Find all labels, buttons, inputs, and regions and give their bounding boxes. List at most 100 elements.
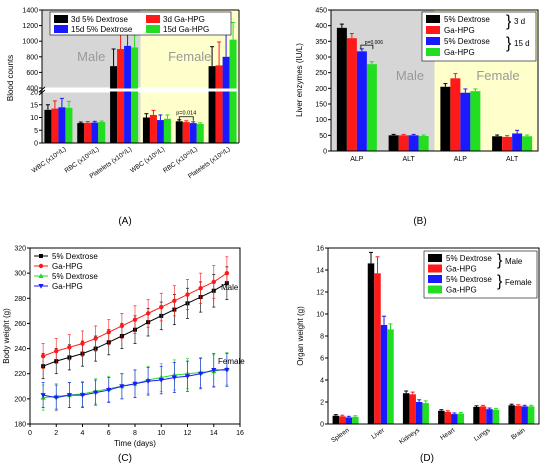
legend-marker: [39, 254, 43, 258]
y-tick-label: 100: [315, 117, 327, 124]
bar-black-1: [77, 123, 85, 143]
x-tick-label: 2: [54, 430, 58, 437]
marker-circle: [132, 317, 138, 322]
y-tick-label: 50: [319, 133, 327, 140]
x-tick-label: Brain: [510, 427, 527, 442]
marker-triangle-down: [132, 381, 138, 387]
legend-label: 15d 5% Dextrose: [71, 25, 133, 34]
marker-circle: [67, 345, 72, 350]
marker-circle: [106, 330, 111, 335]
marker-circle: [40, 353, 46, 359]
y-tick-label: 5: [34, 128, 38, 135]
y-tick-label: 0: [34, 141, 38, 148]
legend-box: [49, 11, 232, 36]
legend-brace: }: [506, 35, 512, 52]
bar-green-5: [527, 406, 535, 424]
x-tick-label: ALT: [506, 156, 519, 163]
y-tick-label: 300: [315, 55, 327, 62]
marker-triangle-down: [198, 371, 204, 377]
y-tick-label: 1200: [22, 23, 38, 30]
p-value-annotation: p=0.014: [176, 111, 196, 117]
y-axis-label: Organ weight (g): [296, 306, 305, 366]
x-tick-label: 0: [28, 430, 32, 437]
x-tick-label: WBC (x10⁹/L): [31, 146, 68, 175]
marker-circle: [80, 341, 85, 346]
y-axis-label: Body weight (g): [2, 308, 11, 364]
bar-black-3: [438, 410, 445, 424]
marker-circle: [145, 311, 151, 316]
bar-blue-1: [91, 122, 99, 143]
significance-bracket: [178, 116, 194, 121]
y-tick-label: 250: [315, 70, 327, 77]
y-tick-label: 320: [14, 246, 26, 253]
y-tick-label: 150: [315, 102, 327, 109]
marker-triangle-down: [53, 395, 59, 401]
x-tick-label: Lungs: [473, 426, 492, 442]
x-tick-label: ALT: [402, 156, 415, 163]
x-tick-label: Liver: [370, 426, 386, 440]
x-tick-label: 12: [184, 430, 192, 437]
marker-triangle-down: [106, 388, 112, 393]
y-tick-label: 400: [26, 86, 38, 93]
bar-red-3: [502, 136, 513, 151]
y-tick-label: 450: [315, 8, 327, 15]
y-tick-label: 200: [315, 86, 327, 93]
y-tick-label: 200: [14, 396, 26, 403]
y-tick-label: 12: [316, 290, 324, 297]
x-tick-label: ALP: [350, 156, 364, 163]
bar-blue-1: [408, 135, 419, 151]
legend-swatch-blue: [428, 275, 442, 283]
bar-green-0: [366, 64, 377, 151]
legend-group-label: 15 d: [514, 39, 530, 48]
y-tick-label: 15: [30, 102, 38, 109]
y-tick-label: 600: [26, 70, 38, 77]
y-tick-label: 8: [320, 334, 324, 341]
x-tick-label: Spleen: [330, 427, 351, 445]
bar-blue-0: [356, 51, 367, 151]
marker-circle: [119, 323, 125, 329]
bar-black-5: [208, 66, 216, 143]
marker-triangle-down: [66, 393, 72, 398]
marker-triangle-down: [184, 374, 191, 380]
bar-red-0: [339, 416, 346, 424]
marker-triangle-down: [211, 367, 217, 373]
x-tick-label: 14: [210, 430, 218, 437]
panel-label-c: (C): [118, 453, 132, 464]
y-tick-label: 0: [323, 149, 327, 156]
y-tick-label: 1000: [22, 39, 38, 46]
y-tick-label: 260: [14, 321, 26, 328]
legend-label: 3d Ga-HPG: [163, 15, 205, 24]
annotation-female: Female: [218, 357, 245, 366]
x-tick-label: 4: [81, 430, 85, 437]
bar-black-2: [402, 393, 410, 424]
legend-label: 3d 5% Dextrose: [71, 15, 128, 24]
annotation-male: Male: [221, 283, 239, 292]
bar-red-3: [149, 114, 157, 143]
x-tick-label: Kidneys: [398, 426, 422, 445]
y-tick-label: 2: [320, 400, 324, 407]
y-axis-label: Liver enzymes (IU/L): [295, 43, 304, 117]
marker-circle: [159, 304, 164, 310]
bar-green-1: [98, 122, 106, 143]
legend-label: 5% Dextrose: [52, 272, 98, 281]
bar-blue-0: [58, 107, 66, 143]
legend-swatch-red: [426, 26, 440, 34]
legend-label: 5% Dextrose: [444, 37, 490, 46]
x-tick-label: WBC (x10⁹/L): [129, 146, 166, 175]
bar-blue-0: [345, 417, 353, 424]
panel-label-b: (B): [413, 216, 426, 227]
legend-group-label: 3 d: [514, 17, 525, 26]
legend-brace: }: [506, 13, 512, 30]
marker-circle: [198, 286, 203, 291]
marker-circle: [172, 298, 177, 303]
x-tick-label: 10: [157, 430, 165, 437]
marker-circle: [54, 348, 59, 354]
marker-triangle-down: [93, 390, 99, 396]
bar-green-0: [65, 107, 73, 143]
y-tick-label: 10: [30, 115, 38, 122]
legend-label: Ga-HPG: [446, 265, 477, 274]
bar-green-3: [457, 413, 465, 424]
legend-swatch-red: [146, 15, 160, 23]
legend-brace: }: [497, 273, 503, 290]
